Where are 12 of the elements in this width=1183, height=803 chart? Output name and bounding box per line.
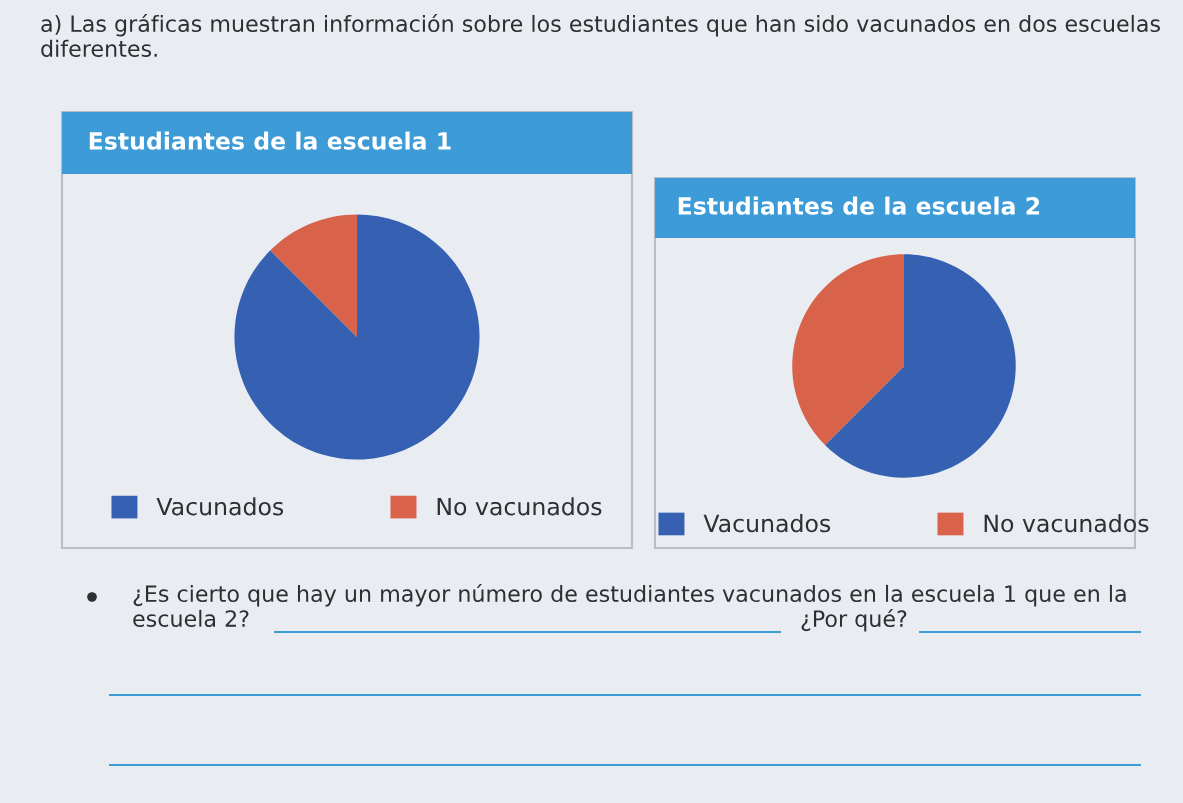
text: ¿Por qué? — [801, 609, 907, 632]
legend-label: No vacunados — [984, 514, 1149, 533]
legend-label: Vacunados — [156, 497, 284, 516]
pie-slice — [270, 214, 357, 337]
pie-slice — [824, 254, 1016, 478]
text: a) Las gráficas muestran información sobre los estudiantes que han sido vacunados en dos escuelas diferentes. — [41, 14, 1160, 57]
legend-label: No vacunados — [437, 497, 602, 516]
pie-slice — [792, 254, 904, 446]
pie-slice — [234, 214, 480, 460]
chart-title: Estudiantes de la escuela 2 — [678, 196, 1040, 215]
chart-title: Estudiantes de la escuela 1 — [89, 131, 451, 150]
legend-label: Vacunados — [703, 514, 831, 533]
